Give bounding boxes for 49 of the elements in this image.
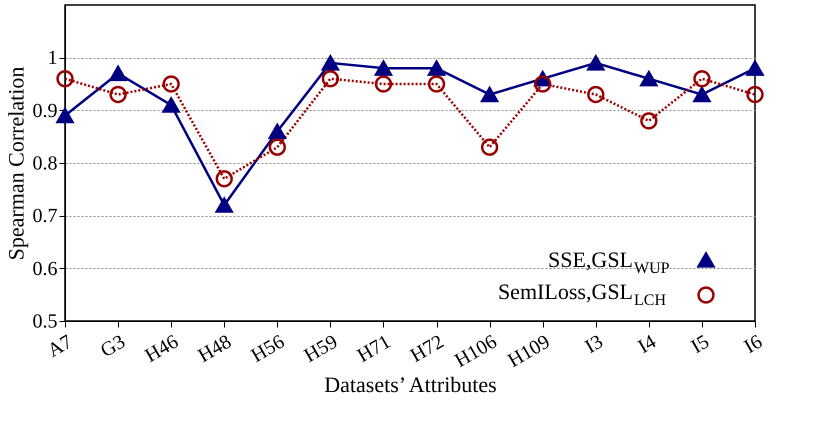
point: [693, 70, 711, 88]
x-tick-label: H59: [300, 330, 342, 367]
point: [374, 75, 392, 93]
point: [480, 138, 498, 156]
point: [428, 75, 446, 93]
point: [268, 124, 286, 140]
point: [428, 60, 446, 76]
point: [162, 97, 180, 113]
y-tick-label: 0.9: [32, 100, 58, 122]
x-tick-label: G3: [96, 330, 130, 362]
y-tick-label: 0.8: [32, 152, 58, 174]
x-tick-label: I5: [687, 330, 713, 358]
x-tick-label: H106: [451, 330, 501, 372]
point: [162, 75, 180, 93]
point: [587, 55, 604, 71]
x-tick-label: H72: [406, 330, 448, 367]
point: [322, 55, 340, 71]
point: [56, 70, 74, 88]
x-tick-label: A7: [44, 330, 76, 362]
point: [56, 108, 74, 124]
point: [693, 86, 711, 102]
x-tick-label: H71: [354, 330, 394, 367]
point: [216, 170, 233, 188]
y-tick-label: 0.6: [32, 258, 58, 280]
point: [109, 86, 127, 104]
point: [268, 138, 286, 156]
point: [640, 112, 658, 130]
x-tick-label: I4: [634, 330, 660, 358]
x-axis-title: Datasets’ Attributes: [324, 372, 497, 398]
point: [109, 66, 127, 82]
y-axis-title: Spearman Correlation: [4, 66, 28, 260]
x-tick-label: I6: [740, 330, 766, 358]
point: [534, 75, 552, 93]
x-tick-label: H109: [504, 330, 554, 372]
point: [322, 70, 340, 88]
point: [374, 60, 392, 76]
point: [216, 197, 233, 213]
point: [746, 86, 764, 104]
x-tick-label: I3: [581, 330, 607, 358]
y-tick-label: 1: [48, 47, 58, 70]
point: [746, 60, 764, 76]
x-tick-label: H56: [247, 330, 288, 367]
point: [480, 86, 498, 102]
x-tick-label: H46: [141, 330, 182, 367]
x-tick-label: H48: [194, 330, 236, 367]
point: [640, 71, 658, 86]
y-tick-label: 0.7: [32, 205, 58, 228]
point: [587, 86, 604, 104]
y-tick-label: 0.5: [32, 310, 58, 332]
